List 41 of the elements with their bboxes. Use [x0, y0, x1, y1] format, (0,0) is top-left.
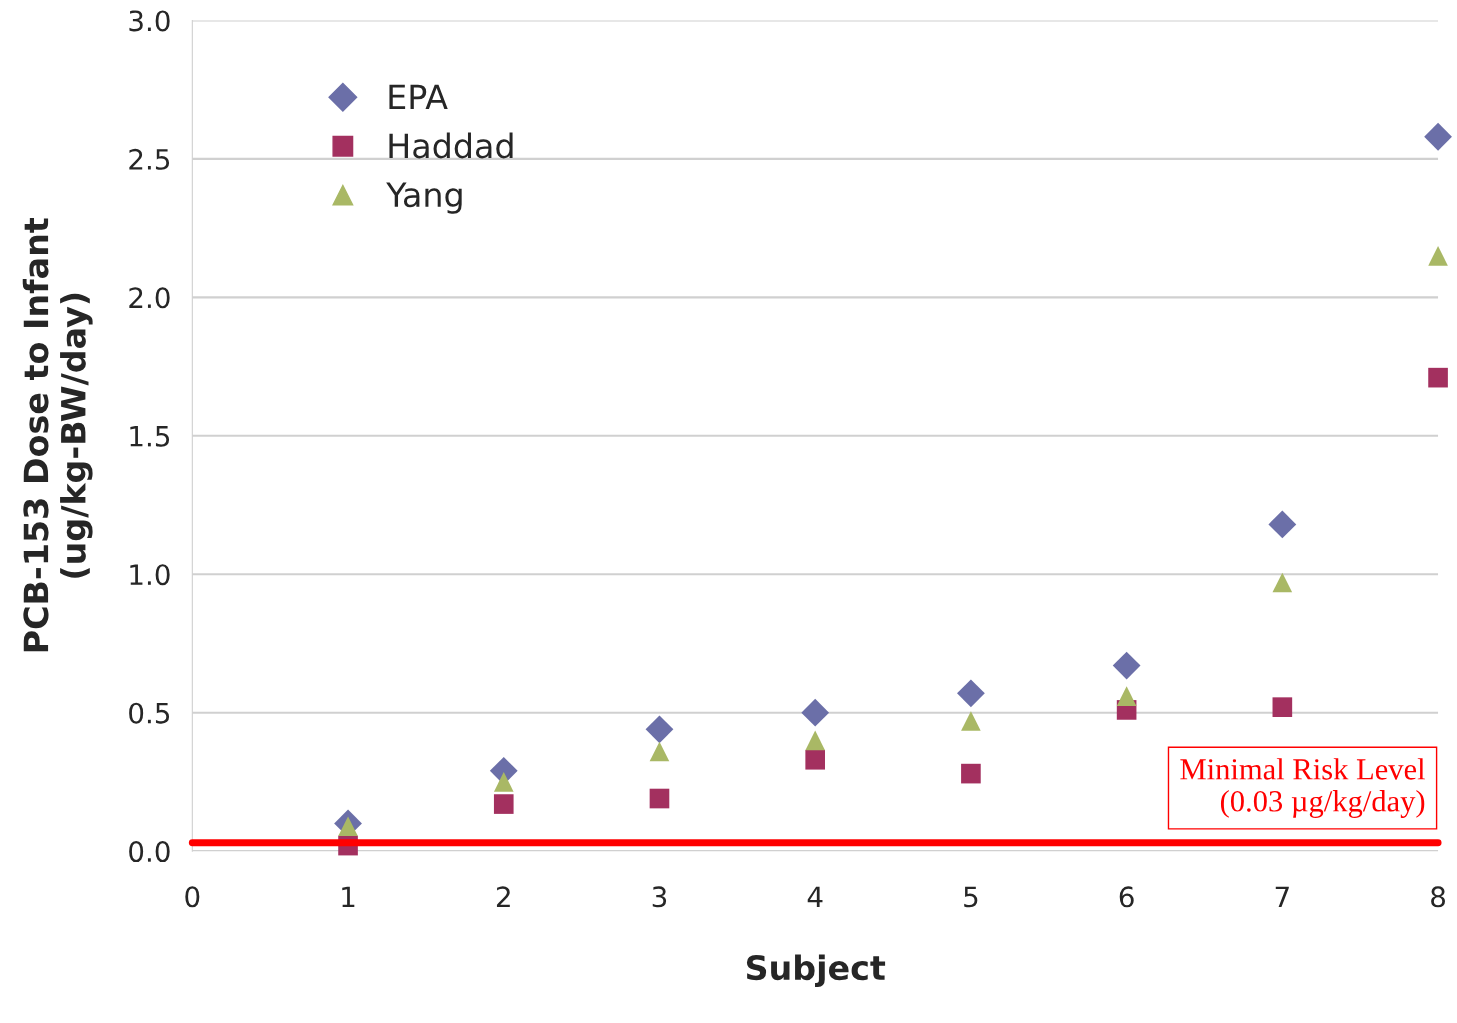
point: [645, 715, 674, 744]
x-axis-title: Subject: [746, 954, 886, 987]
legend-label: Yang: [386, 182, 462, 214]
point: [1428, 246, 1448, 266]
point: [801, 698, 830, 727]
point: [493, 794, 514, 814]
x-tick-label: 3: [652, 886, 667, 908]
point: [1272, 572, 1293, 593]
y-tick-label: 1.5: [130, 426, 170, 447]
point: [1112, 651, 1141, 680]
x-tick-label: 2: [496, 886, 510, 907]
x-tick-label: 4: [807, 886, 823, 907]
point: [493, 772, 514, 792]
point: [805, 749, 826, 770]
y-axis-title: PCB-153 Dose to Infant (ug/kg-BW/day): [22, 217, 93, 652]
ref-line-label: Minimal Risk Level (0.03 µg/kg/day): [1180, 758, 1425, 818]
y-tick-label: 2.5: [129, 148, 170, 170]
x-tick-label: 8: [1431, 886, 1445, 908]
point: [957, 679, 985, 708]
x-tick-label: 0: [185, 886, 200, 908]
legend-label: EPA: [389, 84, 448, 110]
y-tick-label: 3.0: [129, 10, 170, 32]
legend-label: Haddad: [389, 132, 513, 159]
y-tick-label: 2.0: [129, 287, 170, 309]
point: [649, 741, 670, 762]
point: [649, 788, 670, 809]
y-tick-label: 0.0: [129, 841, 170, 863]
point: [961, 763, 981, 784]
point: [1272, 697, 1293, 717]
point: [1116, 686, 1137, 706]
x-tick-label: 5: [964, 886, 978, 908]
x-tick-label: 6: [1119, 886, 1134, 908]
y-tick-label: 1.0: [130, 564, 170, 586]
point: [1428, 367, 1448, 388]
x-tick-label: 1: [342, 886, 355, 907]
point: [961, 711, 981, 731]
point: [805, 730, 826, 751]
x-tick-label: 7: [1275, 886, 1289, 907]
y-tick-label: 0.5: [129, 702, 170, 724]
point: [1424, 122, 1452, 151]
point: [1268, 510, 1297, 539]
